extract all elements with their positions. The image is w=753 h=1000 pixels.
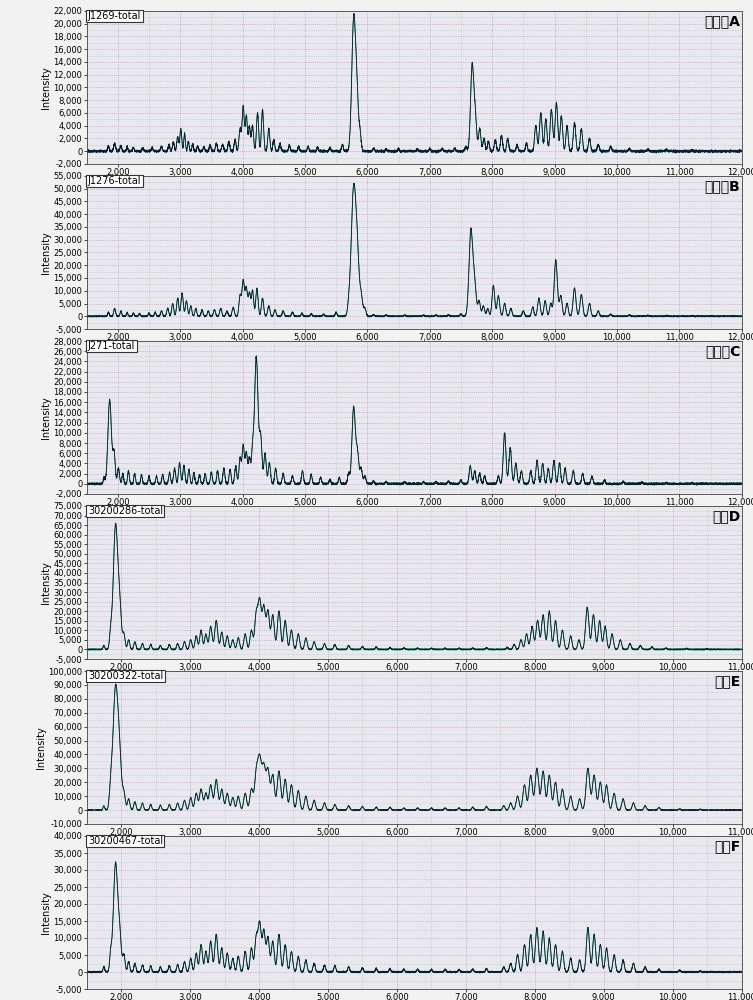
X-axis label: m/z: m/z [405,674,423,684]
Text: 食管癌B: 食管癌B [705,179,740,193]
Y-axis label: Intensity: Intensity [41,66,50,109]
Text: 30200322-total: 30200322-total [88,671,163,681]
Text: 正常E: 正常E [714,674,740,688]
X-axis label: m/z: m/z [405,509,423,519]
Text: J1276-total: J1276-total [88,176,142,186]
Y-axis label: Intensity: Intensity [41,561,50,604]
Text: J1269-total: J1269-total [88,11,142,21]
Y-axis label: Intensity: Intensity [35,726,45,769]
Y-axis label: Intensity: Intensity [41,231,50,274]
Y-axis label: Intensity: Intensity [41,891,50,934]
X-axis label: m/z: m/z [405,344,423,354]
X-axis label: m/z: m/z [405,839,423,849]
Text: 正常D: 正常D [712,509,740,523]
Text: 食管癌C: 食管癌C [705,344,740,358]
Text: 食管癌A: 食管癌A [705,14,740,28]
X-axis label: m/z: m/z [405,179,423,189]
Text: 30200467-total: 30200467-total [88,836,163,846]
Text: 30200286-total: 30200286-total [88,506,163,516]
Text: J271-total: J271-total [88,341,136,351]
Y-axis label: Intensity: Intensity [41,396,50,439]
Text: 正常F: 正常F [714,839,740,853]
